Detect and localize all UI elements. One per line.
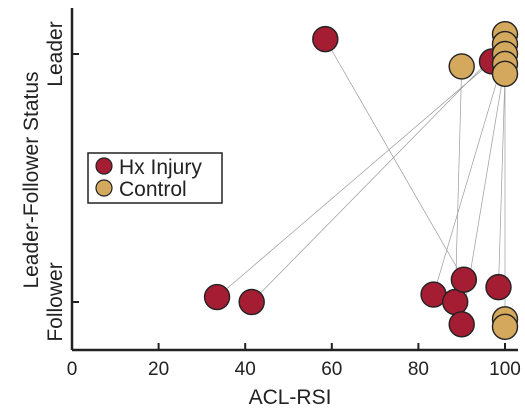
point-hx-injury: [485, 273, 512, 301]
data-points: [203, 20, 519, 340]
legend-marker-control: [95, 179, 113, 197]
connection-line: [325, 38, 465, 280]
legend: Hx Injury Control: [87, 152, 223, 204]
connection-line: [433, 53, 506, 295]
x-tick-label: 20: [148, 359, 169, 380]
point-hx-injury: [203, 283, 231, 311]
point-control: [448, 53, 475, 80]
connection-line: [454, 66, 463, 303]
y-tick-label: Follower: [44, 262, 67, 341]
connection-line: [251, 43, 506, 303]
connection-lines: [216, 34, 506, 325]
point-hx-injury: [450, 266, 478, 293]
point-hx-injury: [442, 288, 469, 316]
x-tick-label: 80: [408, 359, 429, 380]
point-hx-injury: [238, 288, 265, 316]
x-tick-label: 0: [67, 359, 78, 380]
legend-label-hx-injury: Hx Injury: [119, 156, 202, 179]
x-tick-label: 100: [489, 359, 521, 380]
x-tick-label: 60: [321, 359, 342, 380]
y-axis-title: Leader-Follower Status: [20, 71, 43, 288]
y-tick-label: Leader: [44, 21, 67, 86]
point-control: [491, 313, 519, 340]
connection-line: [498, 73, 506, 288]
legend-label-control: Control: [119, 178, 187, 201]
point-control: [491, 60, 519, 88]
axis-ticks: 0 20 40 60 80 100 Follower Leader: [44, 21, 521, 380]
x-axis-title: ACL-RSI: [249, 386, 332, 409]
point-hx-injury: [312, 25, 339, 53]
x-tick-label: 40: [235, 359, 256, 380]
connection-line: [216, 61, 493, 298]
axes: [70, 8, 518, 352]
legend-marker-hx-injury: [95, 157, 113, 175]
point-hx-injury: [448, 311, 475, 338]
